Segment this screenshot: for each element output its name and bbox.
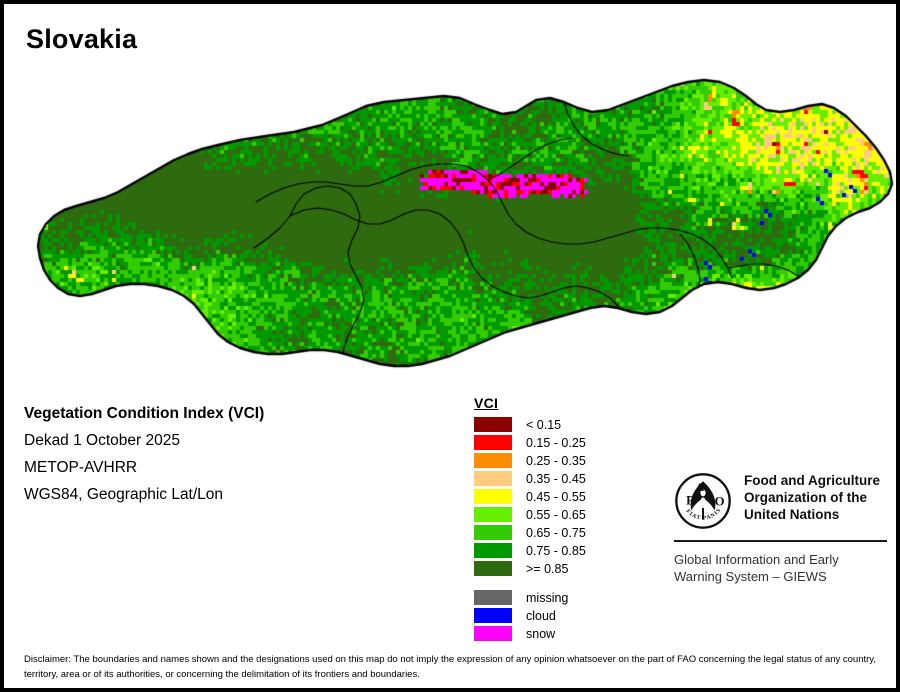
legend-class-row: 0.25 - 0.35: [474, 452, 644, 469]
fao-org-line-2: Organization of the: [744, 490, 867, 505]
legend-class-label: 0.15 - 0.25: [526, 435, 586, 450]
legend-class-swatch: [474, 417, 512, 432]
legend-class-list: < 0.15 0.15 - 0.25 0.25 - 0.35 0.35 - 0.45 0…: [474, 416, 644, 577]
legend-class-swatch: [474, 507, 512, 522]
legend-class-label: 0.65 - 0.75: [526, 525, 586, 540]
legend-class-label: 0.75 - 0.85: [526, 543, 586, 558]
svg-text:F: F: [686, 493, 694, 507]
legend-class-row: 0.65 - 0.75: [474, 524, 644, 541]
legend-class-row: 0.55 - 0.65: [474, 506, 644, 523]
legend-class-swatch: [474, 543, 512, 558]
legend-extra-label: snow: [526, 626, 556, 641]
legend-class-row: 0.15 - 0.25: [474, 434, 644, 451]
legend-class-label: 0.35 - 0.45: [526, 471, 586, 486]
info-sensor: METOP-AVHRR: [24, 459, 138, 476]
legend-class-label: 0.25 - 0.35: [526, 453, 586, 468]
legend-extra-label: cloud: [526, 608, 556, 623]
fao-organization-name: Food and Agriculture Organization of the…: [744, 472, 880, 523]
legend-class-row: 0.35 - 0.45: [474, 470, 644, 487]
legend-class-row: >= 0.85: [474, 560, 644, 577]
page-title: Slovakia: [26, 24, 138, 54]
legend-extra-swatch: [474, 590, 512, 605]
legend-class-swatch: [474, 489, 512, 504]
legend-class-swatch: [474, 471, 512, 486]
legend-title: VCI: [474, 395, 499, 411]
info-projection: WGS84, Geographic Lat/Lon: [24, 486, 224, 503]
legend-extra-list: missing cloud snow: [474, 589, 644, 642]
legend-class-label: 0.45 - 0.55: [526, 489, 586, 504]
legend-extra-row: snow: [474, 625, 644, 642]
giews-line-1: Global Information and Early: [674, 552, 839, 567]
legend-class-row: 0.75 - 0.85: [474, 542, 644, 559]
legend-extra-swatch: [474, 608, 512, 623]
giews-programme-name: Global Information and Early Warning Sys…: [674, 551, 889, 585]
legend-class-swatch: [474, 435, 512, 450]
map-area[interactable]: [4, 62, 896, 372]
legend-extra-row: cloud: [474, 607, 644, 624]
legend-class-label: >= 0.85: [526, 561, 569, 576]
info-heading: Vegetation Condition Index (VCI): [24, 405, 265, 422]
legend-class-swatch: [474, 525, 512, 540]
svg-text:O: O: [715, 495, 725, 509]
legend-class-label: 0.55 - 0.65: [526, 507, 586, 522]
vci-raster-map[interactable]: [4, 62, 896, 372]
legend-class-row: < 0.15: [474, 416, 644, 433]
giews-line-2: Warning System – GIEWS: [674, 569, 827, 584]
fao-branding: F A O FIAT PANIS Food and Agriculture Or…: [674, 472, 889, 585]
disclaimer-text: Disclaimer: The boundaries and names sho…: [24, 654, 876, 680]
fao-divider: [674, 540, 887, 542]
legend-class-row: 0.45 - 0.55: [474, 488, 644, 505]
legend-class-label: < 0.15: [526, 417, 562, 432]
map-info-block: Vegetation Condition Index (VCI) Dekad 1…: [24, 400, 444, 508]
legend-class-swatch: [474, 561, 512, 576]
vci-legend: VCI < 0.15 0.15 - 0.25 0.25 - 0.35 0.35 - 0…: [474, 395, 644, 643]
fao-logo: F A O FIAT PANIS: [674, 472, 732, 530]
fao-org-line-3: United Nations: [744, 507, 840, 522]
svg-text:A: A: [696, 481, 705, 494]
legend-class-swatch: [474, 453, 512, 468]
legend-extra-row: missing: [474, 589, 644, 606]
legend-extra-label: missing: [526, 590, 569, 605]
legend-extra-swatch: [474, 626, 512, 641]
info-dekad: Dekad 1 October 2025: [24, 432, 180, 449]
fao-org-line-1: Food and Agriculture: [744, 473, 880, 488]
